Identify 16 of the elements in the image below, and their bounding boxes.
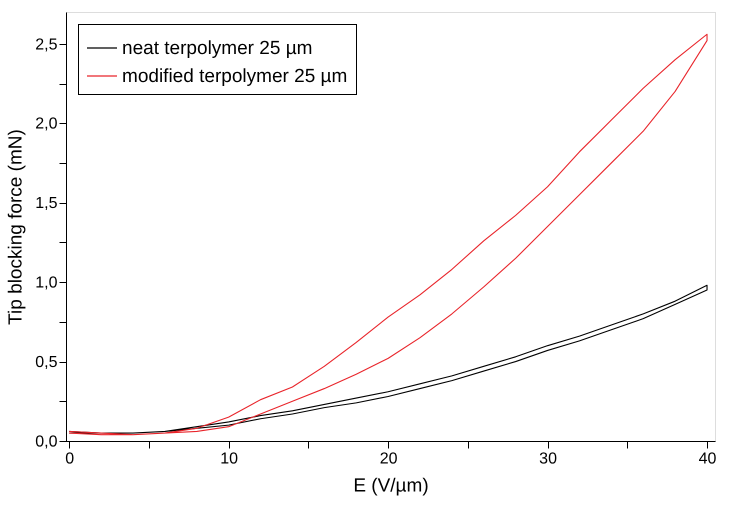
y-tick-label: 1,0 <box>35 274 58 292</box>
y-tick-label: 2,0 <box>35 116 58 133</box>
x-tick-label: 20 <box>380 450 398 468</box>
legend-label: neat terpolymer 25 µm <box>122 38 312 59</box>
x-axis-title: E (V/µm) <box>353 476 429 496</box>
x-tick-label: 40 <box>698 450 717 468</box>
x-tick-label: 0 <box>65 450 74 468</box>
y-tick-label: 0,0 <box>35 434 58 450</box>
y-tick-label: 2,5 <box>35 36 58 54</box>
y-axis-title: Tip blocking force (mN) <box>5 129 26 325</box>
x-tick-label: 10 <box>220 450 238 468</box>
legend-label: modified terpolymer 25 µm <box>122 66 348 87</box>
line-series <box>68 34 708 436</box>
y-tick-label: 1,5 <box>35 195 58 212</box>
x-tick-label: 30 <box>539 450 558 468</box>
y-tick-label: 0,5 <box>35 354 58 372</box>
